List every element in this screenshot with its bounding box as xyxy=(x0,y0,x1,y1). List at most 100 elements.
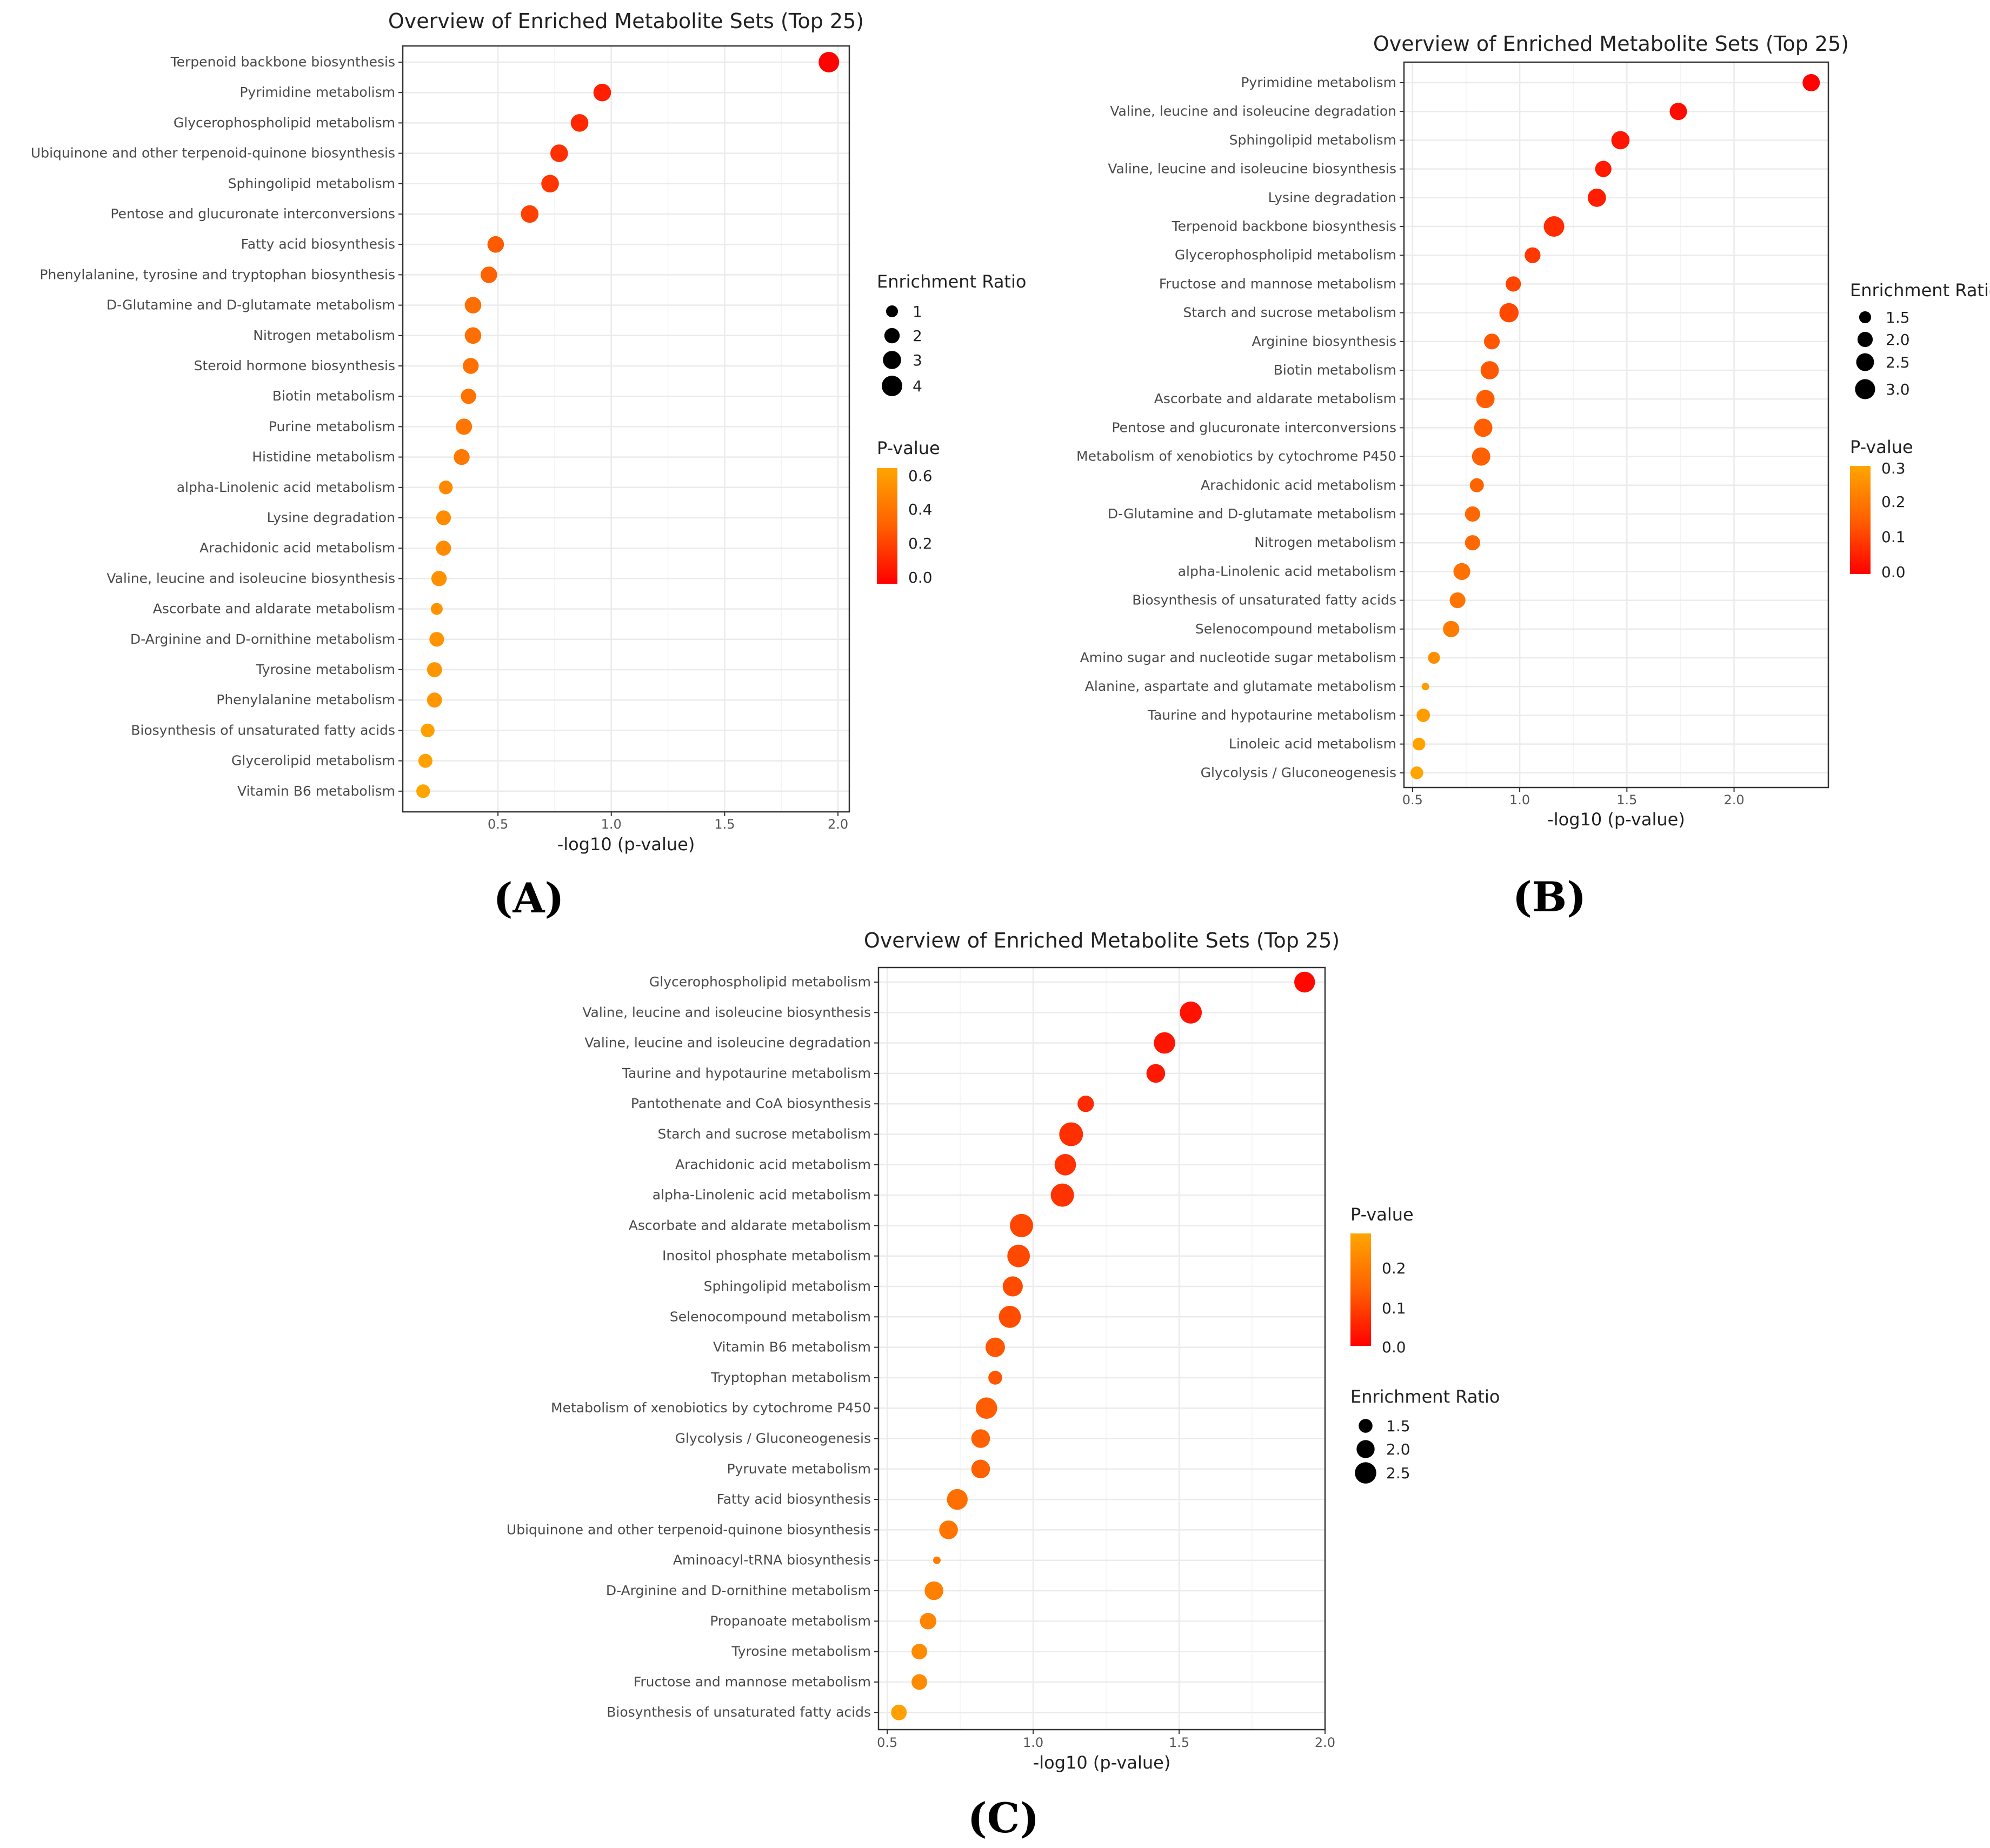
category-label: Pyrimidine metabolism xyxy=(239,84,395,100)
category-label: Metabolism of xenobiotics by cytochrome … xyxy=(551,1400,871,1416)
data-point xyxy=(1543,216,1565,237)
data-point xyxy=(461,389,476,404)
data-point xyxy=(818,52,840,72)
plot-area xyxy=(878,968,1325,1730)
x-tick-label: 2.0 xyxy=(828,817,848,832)
category-label: Purine metabolism xyxy=(269,418,395,434)
data-point xyxy=(521,205,539,223)
category-label: Valine, leucine and isoleucine biosynthe… xyxy=(1108,161,1396,177)
size-legend-dot xyxy=(1856,353,1874,371)
data-point xyxy=(593,83,611,102)
category-label: Nitrogen metabolism xyxy=(1254,535,1396,550)
data-point xyxy=(1480,361,1499,379)
data-point xyxy=(427,662,442,677)
color-legend-label: 0.4 xyxy=(908,501,933,518)
data-point xyxy=(438,481,453,495)
x-tick-label: 2.0 xyxy=(1315,1735,1335,1750)
category-label: Glycerophospholipid metabolism xyxy=(174,115,395,130)
data-point xyxy=(570,114,589,132)
data-point xyxy=(999,1305,1021,1328)
color-legend-label: 0.3 xyxy=(1881,459,1906,477)
color-legend-label: 0.6 xyxy=(908,467,933,485)
color-legend-label: 0.0 xyxy=(908,569,933,586)
category-label: Glycerolipid metabolism xyxy=(231,753,395,769)
category-label: Sphingolipid metabolism xyxy=(228,176,395,191)
data-point xyxy=(418,753,432,768)
data-point xyxy=(1002,1276,1023,1297)
category-label: Valine, leucine and isoleucine degradati… xyxy=(584,1035,871,1051)
data-point xyxy=(920,1613,936,1630)
category-label: D-Glutamine and D-glutamate metabolism xyxy=(107,297,395,313)
data-point xyxy=(1421,683,1429,691)
data-point xyxy=(947,1489,968,1510)
size-legend-dot xyxy=(1359,1419,1373,1433)
chart-panel-c: Overview of Enriched Metabolite Sets (To… xyxy=(507,929,1500,1842)
category-label: Starch and sucrose metabolism xyxy=(657,1126,871,1142)
data-point xyxy=(1465,535,1480,551)
chart-title: Overview of Enriched Metabolite Sets (To… xyxy=(864,929,1340,952)
data-point xyxy=(939,1520,958,1539)
category-label: Ascorbate and aldarate metabolism xyxy=(629,1217,871,1233)
size-legend-dot xyxy=(886,305,898,317)
category-label: Terpenoid backbone biosynthesis xyxy=(170,54,395,70)
data-point xyxy=(924,1581,943,1600)
size-legend-label: 2 xyxy=(913,327,922,345)
category-label: Glycerophospholipid metabolism xyxy=(1175,247,1396,263)
size-legend-dot xyxy=(1355,1462,1376,1484)
category-label: Propanoate metabolism xyxy=(710,1613,871,1629)
category-label: Amino sugar and nucleotide sugar metabol… xyxy=(1080,650,1396,665)
data-point xyxy=(975,1397,997,1419)
category-label: Biosynthesis of unsaturated fatty acids xyxy=(131,722,395,738)
data-point xyxy=(463,358,479,374)
size-legend-dot xyxy=(1857,331,1873,348)
data-point xyxy=(1146,1064,1166,1083)
data-point xyxy=(1007,1244,1030,1267)
x-tick-label: 1.0 xyxy=(1023,1735,1043,1750)
size-legend-label: 3.0 xyxy=(1886,381,1910,398)
color-legend-label: 0.1 xyxy=(1881,528,1906,546)
plot-frame xyxy=(1403,61,1829,789)
size-legend-dot xyxy=(1855,379,1875,399)
data-point xyxy=(487,236,504,253)
data-point xyxy=(1469,478,1484,492)
category-label: Ubiquinone and other terpenoid-quinone b… xyxy=(507,1522,871,1537)
category-label: Fructose and mannose metabolism xyxy=(634,1674,871,1690)
size-legend-dot xyxy=(882,376,902,396)
plot-frame xyxy=(877,966,1326,1731)
category-label: Fatty acid biosynthesis xyxy=(241,236,395,252)
size-legend-label: 1 xyxy=(913,303,922,321)
x-tick-label: 1.5 xyxy=(1169,1735,1189,1750)
category-label: Vitamin B6 metabolism xyxy=(237,783,395,799)
data-point xyxy=(1412,737,1426,751)
panel-letter: (A) xyxy=(494,874,564,922)
data-point xyxy=(1294,971,1315,993)
data-point xyxy=(431,571,447,586)
data-point xyxy=(1410,766,1423,779)
data-point xyxy=(1077,1096,1094,1112)
category-label: Ascorbate and aldarate metabolism xyxy=(1154,391,1396,406)
data-point xyxy=(1474,418,1493,437)
size-legend-label: 2.5 xyxy=(1886,353,1910,371)
data-point xyxy=(1802,74,1820,91)
category-label: Selenocompound metabolism xyxy=(1195,621,1396,637)
size-legend-dot xyxy=(1356,1440,1375,1458)
size-legend-dot xyxy=(884,328,900,344)
category-label: Sphingolipid metabolism xyxy=(1229,132,1396,148)
category-label: Lysine degradation xyxy=(1268,190,1396,205)
size-legend-title: Enrichment Ratio xyxy=(1350,1386,1500,1407)
color-legend-bar xyxy=(1850,466,1871,574)
data-point xyxy=(891,1704,907,1720)
data-point xyxy=(1595,161,1612,177)
category-label: Starch and sucrose metabolism xyxy=(1183,305,1396,321)
category-label: alpha-Linolenic acid metabolism xyxy=(1178,563,1396,579)
category-label: Vitamin B6 metabolism xyxy=(713,1339,871,1355)
category-label: Valine, leucine and isoleucine degradati… xyxy=(1110,103,1396,119)
category-label: Nitrogen metabolism xyxy=(253,328,395,343)
category-label: Glycerophospholipid metabolism xyxy=(649,974,871,990)
category-label: Biosynthesis of unsaturated fatty acids xyxy=(1132,592,1396,608)
plot-frame xyxy=(402,45,850,813)
data-point xyxy=(1443,621,1460,637)
data-point xyxy=(430,603,443,615)
plot-area xyxy=(1404,62,1828,788)
category-label: Terpenoid backbone biosynthesis xyxy=(1172,218,1396,234)
